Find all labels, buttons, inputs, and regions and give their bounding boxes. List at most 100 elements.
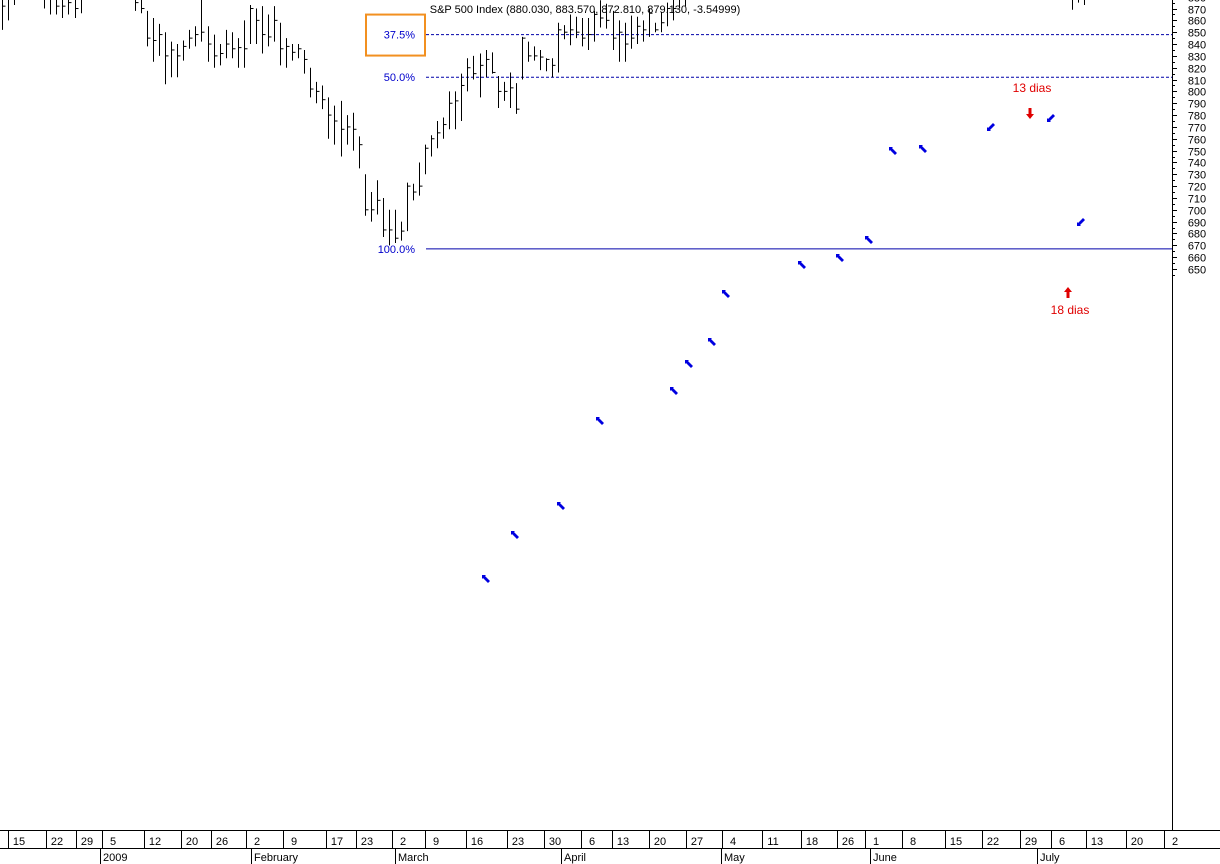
y-tick-label: 760 <box>1188 135 1206 147</box>
y-tick-label: 660 <box>1188 253 1206 265</box>
fib-label: 50.0% <box>384 72 415 84</box>
x-day-label: 22 <box>51 836 63 848</box>
x-day-label: 15 <box>13 836 25 848</box>
marker-arrow-icon <box>685 360 693 368</box>
price-bars <box>2 0 1085 246</box>
x-day-label: 16 <box>471 836 483 848</box>
marker-arrow-shape <box>482 575 490 583</box>
marker-arrow-shape <box>722 290 730 298</box>
x-day-label: 8 <box>910 836 916 848</box>
x-month-label: June <box>873 852 897 864</box>
marker-arrow-icon <box>482 575 490 583</box>
x-day-label: 23 <box>361 836 373 848</box>
x-day-label: 11 <box>767 836 778 848</box>
marker-arrow-shape <box>865 236 873 244</box>
y-tick-label: 730 <box>1188 170 1206 182</box>
y-tick-label: 670 <box>1188 241 1206 253</box>
marker-arrow-shape <box>987 123 995 131</box>
x-day-label: 30 <box>549 836 561 848</box>
chart-title: S&P 500 Index (880.030, 883.570, 872.810… <box>430 4 741 16</box>
marker-arrow-shape <box>1077 218 1085 226</box>
y-tick-label: 700 <box>1188 206 1206 218</box>
x-month-label: April <box>564 852 586 864</box>
marker-arrow-icon <box>1077 218 1085 226</box>
x-day-label: 22 <box>987 836 999 848</box>
y-tick-label: 770 <box>1188 123 1206 135</box>
y-tick-label: 790 <box>1188 99 1206 111</box>
fibonacci-levels: 0.0%12.5%25.0%37.5%50.0%100.0% <box>365 13 1172 256</box>
marker-arrow-icon <box>919 145 927 153</box>
y-tick-label: 680 <box>1188 229 1206 241</box>
x-day-label: 15 <box>950 836 962 848</box>
pivot-markers <box>482 114 1085 583</box>
x-day-label: 18 <box>806 836 818 848</box>
y-tick-label: 810 <box>1188 76 1206 88</box>
x-day-label: 9 <box>291 836 297 848</box>
up-arrow-icon <box>1064 287 1072 298</box>
marker-arrow-shape <box>511 531 519 539</box>
marker-arrow-shape <box>596 417 604 425</box>
marker-arrow-shape <box>889 147 897 155</box>
y-axis: 6506606706806907007107207307407507607707… <box>1172 0 1206 830</box>
marker-arrow-icon <box>722 290 730 298</box>
marker-arrow-shape <box>557 502 565 510</box>
x-month-label: May <box>724 852 745 864</box>
marker-arrow-icon <box>1047 114 1055 122</box>
marker-arrow-icon <box>836 254 844 262</box>
y-tick-label: 870 <box>1188 5 1206 17</box>
marker-arrow-icon <box>511 531 519 539</box>
x-day-label: 29 <box>81 836 93 848</box>
x-day-label: 6 <box>1059 836 1065 848</box>
y-tick-label: 720 <box>1188 182 1206 194</box>
x-day-label: 2 <box>1172 836 1178 848</box>
x-day-label: 29 <box>1025 836 1037 848</box>
marker-arrow-icon <box>889 147 897 155</box>
x-month-label: July <box>1040 852 1060 864</box>
y-tick-label: 860 <box>1188 16 1206 28</box>
y-tick-label: 850 <box>1188 28 1206 40</box>
y-tick-label: 780 <box>1188 111 1206 123</box>
x-month-label: February <box>254 852 299 864</box>
y-tick-label: 820 <box>1188 64 1206 76</box>
x-day-label: 26 <box>216 836 228 848</box>
marker-arrow-icon <box>708 338 716 346</box>
y-tick-label: 830 <box>1188 52 1206 64</box>
marker-arrow-shape <box>919 145 927 153</box>
x-day-label: 1 <box>873 836 879 848</box>
y-tick-label: 650 <box>1188 265 1206 277</box>
x-month-label: March <box>398 852 429 864</box>
marker-arrow-shape <box>798 261 806 269</box>
x-day-label: 20 <box>654 836 666 848</box>
x-day-label: 2 <box>254 836 260 848</box>
y-tick-label: 750 <box>1188 147 1206 159</box>
marker-arrow-shape <box>708 338 716 346</box>
y-tick-label: 690 <box>1188 218 1206 230</box>
y-tick-label: 740 <box>1188 158 1206 170</box>
x-day-label: 23 <box>512 836 524 848</box>
x-day-label: 2 <box>400 836 406 848</box>
x-day-label: 6 <box>589 836 595 848</box>
marker-arrow-icon <box>596 417 604 425</box>
marker-arrow-icon <box>670 387 678 395</box>
y-tick-label: 840 <box>1188 40 1206 52</box>
fib-label: 37.5% <box>384 30 415 42</box>
annotations: 13 dias 18 dias <box>1013 81 1090 317</box>
x-day-label: 20 <box>1131 836 1143 848</box>
marker-arrow-icon <box>557 502 565 510</box>
annotation-13-dias: 13 dias <box>1013 81 1052 95</box>
x-day-label: 13 <box>617 836 629 848</box>
marker-arrow-shape <box>670 387 678 395</box>
marker-arrow-shape <box>685 360 693 368</box>
marker-arrow-icon <box>798 261 806 269</box>
x-day-label: 9 <box>433 836 439 848</box>
y-tick-label: 880 <box>1188 0 1206 5</box>
marker-arrow-shape <box>836 254 844 262</box>
marker-arrow-shape <box>1047 114 1055 122</box>
down-arrow-icon <box>1026 108 1034 119</box>
marker-arrow-icon <box>987 123 995 131</box>
y-tick-label: 710 <box>1188 194 1206 206</box>
fib-highlight-box <box>365 13 426 57</box>
x-day-label: 4 <box>730 836 736 848</box>
fib-label: 100.0% <box>378 244 416 256</box>
